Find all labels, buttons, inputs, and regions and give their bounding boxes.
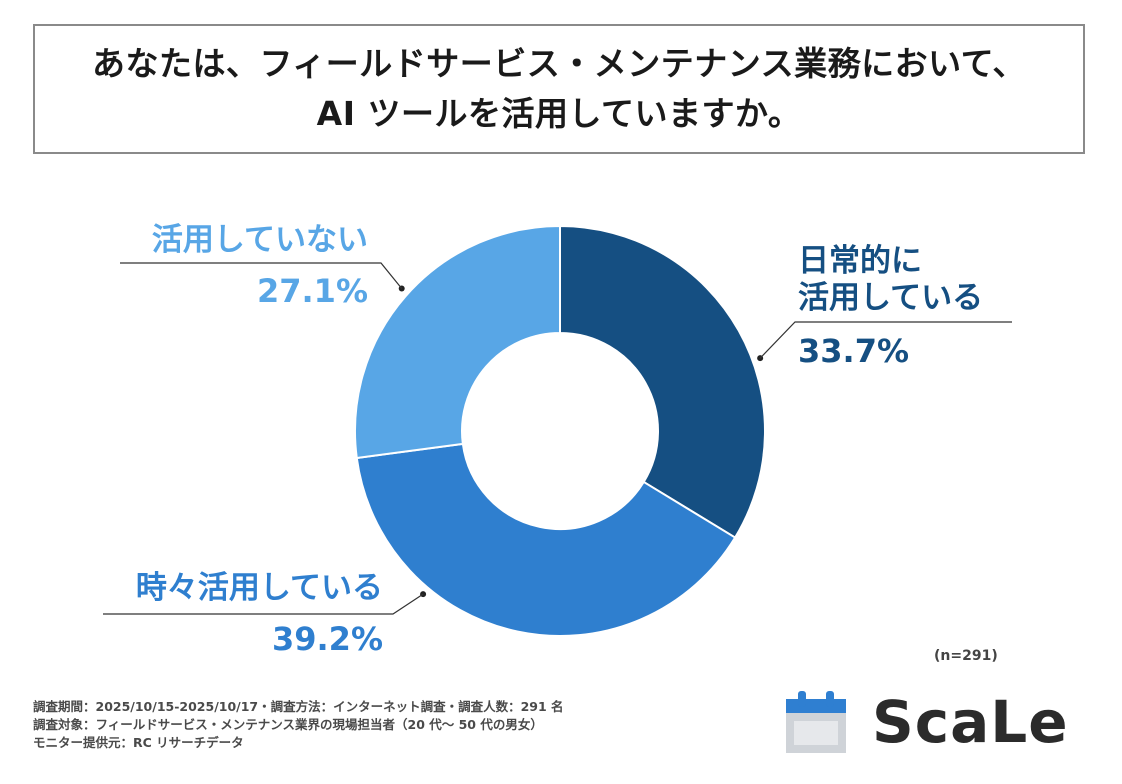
leader-line-0 bbox=[759, 321, 1012, 359]
donut-slice-2 bbox=[354, 224, 561, 460]
donut-slice-1 bbox=[355, 442, 737, 637]
sample-size: (n=291) bbox=[934, 648, 998, 664]
slice-value-1: 39.2% bbox=[272, 620, 383, 658]
footnote-target: 調査対象：フィールドサービス・メンテナンス業界の現場担当者（20 代～ 50 代… bbox=[33, 717, 543, 732]
calendar-icon bbox=[786, 691, 846, 753]
slice-label-2-line-0: 活用していない bbox=[152, 222, 368, 258]
footnote-source: モニター提供元：RC リサーチデータ bbox=[33, 735, 244, 750]
question-title-line-2: AI ツールを活用していますか。 bbox=[316, 94, 802, 133]
donut-slice-0 bbox=[559, 224, 766, 539]
slice-value-0: 33.7% bbox=[798, 332, 909, 370]
slice-label-1-line-0: 時々活用している bbox=[136, 570, 383, 606]
question-title-box: あなたは、フィールドサービス・メンテナンス業務において、 AI ツールを活用して… bbox=[33, 24, 1085, 154]
slice-value-2: 27.1% bbox=[257, 272, 368, 310]
slice-label-0-line-1: 活用している bbox=[798, 280, 983, 316]
scale-logo: ScaLe bbox=[786, 690, 1069, 754]
logo-text: ScaLe bbox=[872, 688, 1069, 756]
survey-footnotes: 調査期間：2025/10/15-2025/10/17・調査方法：インターネット調… bbox=[33, 698, 564, 752]
slice-label-0-line-0: 日常的に bbox=[798, 243, 922, 279]
leader-line-2 bbox=[120, 262, 403, 289]
footnote-period: 調査期間：2025/10/15-2025/10/17・調査方法：インターネット調… bbox=[33, 699, 564, 714]
question-title-line-1: あなたは、フィールドサービス・メンテナンス業務において、 bbox=[91, 44, 1027, 83]
leader-line-1 bbox=[103, 593, 424, 615]
